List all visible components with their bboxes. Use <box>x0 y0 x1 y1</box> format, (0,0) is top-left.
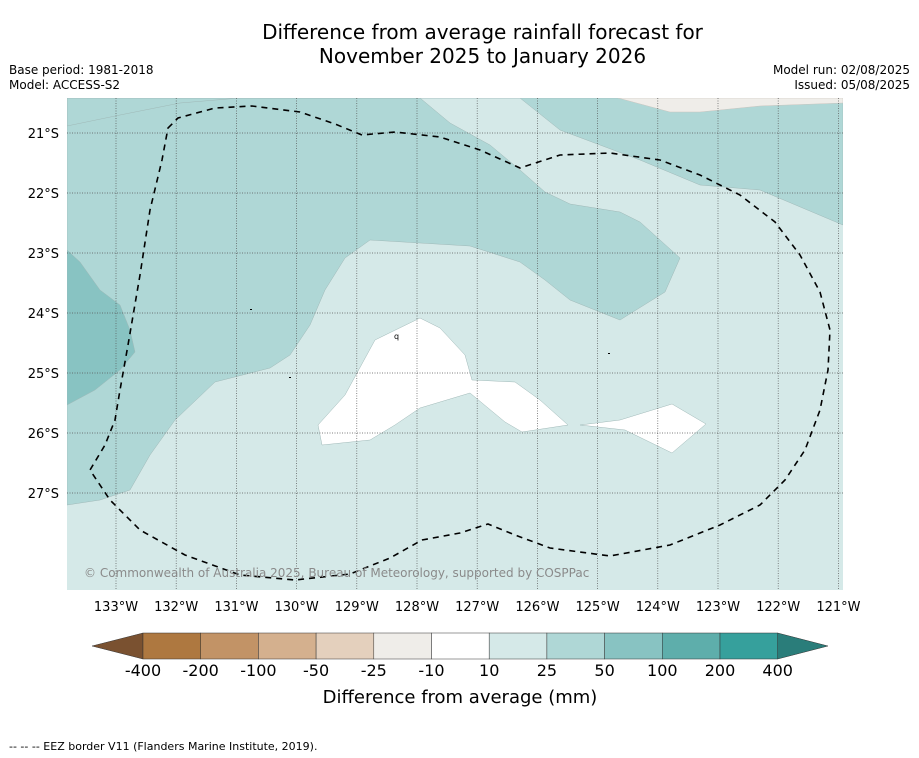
title-line-1: Difference from average rainfall forecas… <box>262 20 703 44</box>
copyright-text: © Commonwealth of Australia 2025, Bureau… <box>84 566 589 580</box>
lat-label: 27°S <box>28 487 59 502</box>
colorbar-segment <box>488 632 548 660</box>
colorbar-tick: 200 <box>705 661 736 680</box>
fill-50-100 <box>67 249 136 406</box>
lon-label: 125°W <box>576 600 620 615</box>
map-speck <box>608 353 610 354</box>
lon-label: 126°W <box>515 600 559 615</box>
latitude-labels: 21°S 22°S 23°S 24°S 25°S 26°S 27°S <box>28 127 59 502</box>
fill-minus10-10-a <box>317 317 569 446</box>
fill-minus25-minus10 <box>617 98 843 113</box>
title-line-2: November 2025 to January 2026 <box>318 44 647 68</box>
map-area: q © Commonwealth of Australia 2025, Bure… <box>67 98 843 590</box>
colorbar-tick: -200 <box>183 661 219 680</box>
colorbar-segment <box>258 632 317 660</box>
lon-label: 132°W <box>154 600 198 615</box>
eez-border <box>89 105 831 581</box>
colorbar-tick: 100 <box>647 661 678 680</box>
fill-minus10-10-b <box>579 403 707 454</box>
lat-label: 24°S <box>28 307 59 322</box>
colorbar-tick: 25 <box>537 661 557 680</box>
colorbar-tick: -10 <box>418 661 444 680</box>
colorbar-segment <box>142 632 201 660</box>
colorbar-tick: -100 <box>240 661 276 680</box>
lon-label: 122°W <box>756 600 800 615</box>
lon-label: 133°W <box>94 600 138 615</box>
colorbar-segment <box>431 632 490 660</box>
colorbar-extend-max <box>777 632 829 660</box>
longitude-gridlines <box>115 98 839 590</box>
lon-label: 121°W <box>816 600 860 615</box>
longitude-labels: 133°W 132°W 131°W 130°W 129°W 128°W 127°W 126°W… <box>94 600 861 615</box>
lon-label: 129°W <box>335 600 379 615</box>
lat-label: 21°S <box>28 127 59 142</box>
latitude-gridlines <box>67 132 843 494</box>
base-info: Base period: 1981-2018 Model: ACCESS-S2 <box>9 63 154 93</box>
lon-label: 128°W <box>395 600 439 615</box>
lat-label: 22°S <box>28 187 59 202</box>
map-speck <box>289 377 291 378</box>
lon-label: 127°W <box>455 600 499 615</box>
lat-label: 26°S <box>28 427 59 442</box>
lon-label: 123°W <box>696 600 740 615</box>
lon-label: 124°W <box>636 600 680 615</box>
issued-date: Issued: 05/08/2025 <box>794 78 910 92</box>
colorbar <box>91 632 829 660</box>
run-info: Model run: 02/08/2025 Issued: 05/08/2025 <box>773 63 910 93</box>
colorbar-segment <box>604 632 663 660</box>
base-period: Base period: 1981-2018 <box>9 63 154 77</box>
model-name: Model: ACCESS-S2 <box>9 78 121 92</box>
map-title: Difference from average rainfall forecas… <box>0 20 919 68</box>
colorbar-segment <box>662 632 721 660</box>
colorbar-segment <box>719 632 778 660</box>
colorbar-segment <box>546 632 605 660</box>
lat-label: 23°S <box>28 247 59 262</box>
eez-footnote: -- -- -- EEZ border V11 (Flanders Marine… <box>9 740 318 753</box>
colorbar-tick: -400 <box>125 661 161 680</box>
colorbar-tick: -50 <box>303 661 329 680</box>
colorbar-tick: 50 <box>594 661 614 680</box>
colorbar-segment <box>373 632 432 660</box>
lon-label: 131°W <box>214 600 258 615</box>
lon-label: 130°W <box>275 600 319 615</box>
colorbar-extend-min <box>91 632 144 660</box>
fill-25-50 <box>67 98 843 506</box>
colorbar-tick: 10 <box>479 661 499 680</box>
colorbar-tick-labels: -400 -200 -100 -50 -25 -10 10 25 50 100 200 400 <box>125 661 793 680</box>
colorbar-segment <box>200 632 259 660</box>
map-speck <box>250 309 252 310</box>
model-run: Model run: 02/08/2025 <box>772 63 910 77</box>
lat-label: 25°S <box>28 367 59 382</box>
colorbar-tick: -25 <box>361 661 387 680</box>
stray-label: q <box>394 332 399 341</box>
colorbar-tick: 400 <box>762 661 793 680</box>
colorbar-title: Difference from average (mm) <box>323 687 598 708</box>
colorbar-segment <box>315 632 375 660</box>
